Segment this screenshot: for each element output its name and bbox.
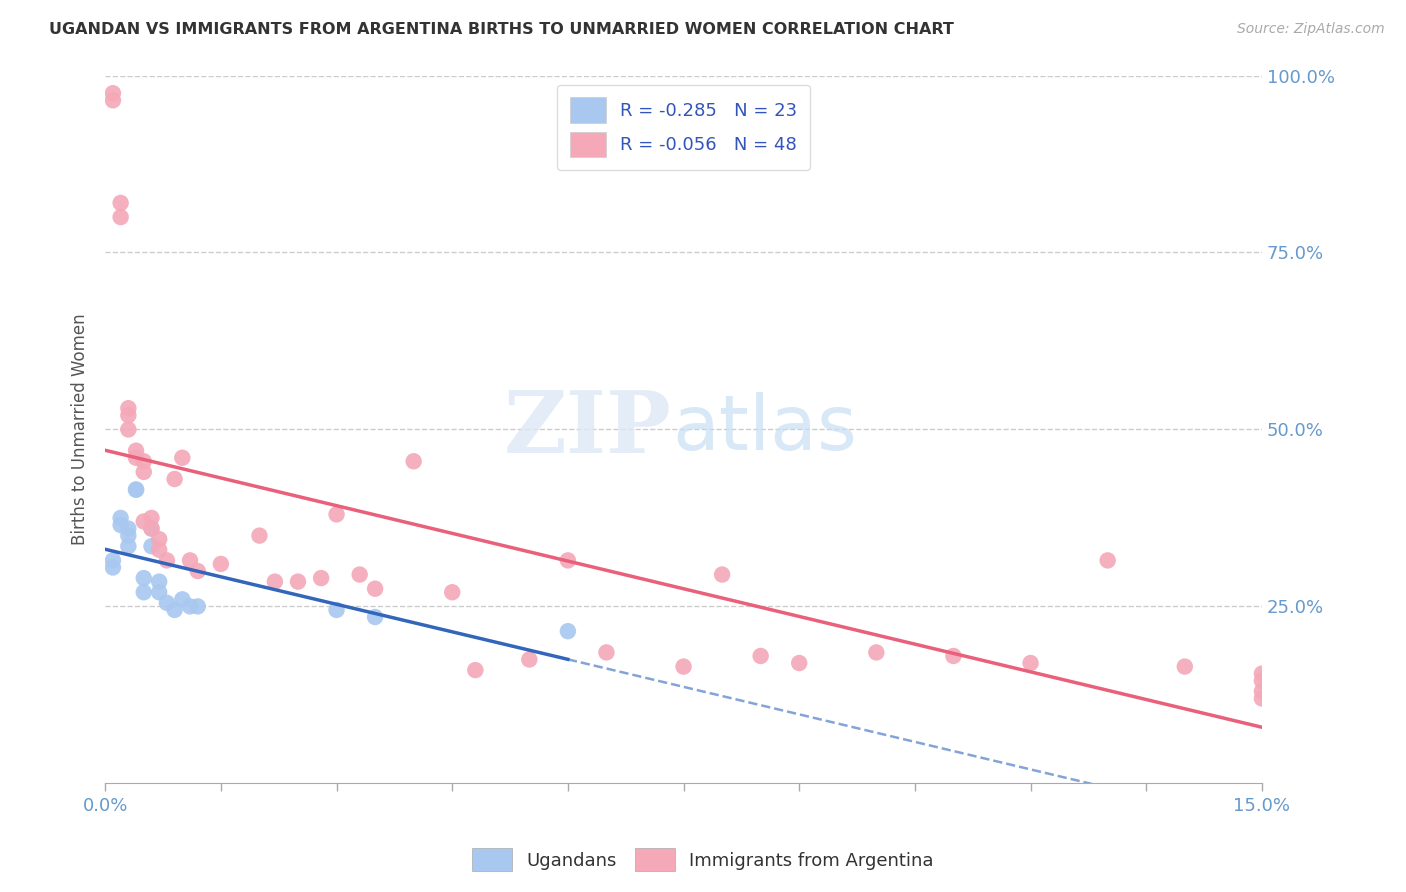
- Point: [1251, 666, 1274, 681]
- Point: [163, 603, 186, 617]
- Point: [179, 599, 201, 614]
- Point: [172, 450, 194, 465]
- Point: [117, 528, 139, 542]
- Point: [441, 585, 464, 599]
- Point: [557, 553, 579, 567]
- Point: [711, 567, 734, 582]
- Point: [110, 511, 132, 525]
- Point: [141, 522, 163, 536]
- Point: [672, 659, 695, 673]
- Point: [209, 557, 232, 571]
- Legend: Ugandans, Immigrants from Argentina: Ugandans, Immigrants from Argentina: [465, 841, 941, 879]
- Point: [595, 645, 617, 659]
- Point: [156, 553, 179, 567]
- Point: [865, 645, 887, 659]
- Point: [1251, 684, 1274, 698]
- Point: [101, 87, 124, 101]
- Point: [287, 574, 309, 589]
- Point: [517, 652, 540, 666]
- Point: [125, 483, 148, 497]
- Point: [364, 582, 387, 596]
- Point: [110, 518, 132, 533]
- Point: [1019, 656, 1042, 670]
- Point: [942, 648, 965, 663]
- Point: [117, 422, 139, 436]
- Point: [187, 599, 209, 614]
- Point: [349, 567, 371, 582]
- Point: [325, 508, 347, 522]
- Point: [132, 465, 155, 479]
- Point: [1174, 659, 1197, 673]
- Point: [1097, 553, 1119, 567]
- Point: [141, 522, 163, 536]
- Point: [179, 553, 201, 567]
- Point: [132, 454, 155, 468]
- Text: Source: ZipAtlas.com: Source: ZipAtlas.com: [1237, 22, 1385, 37]
- Point: [249, 528, 271, 542]
- Point: [464, 663, 486, 677]
- Point: [172, 592, 194, 607]
- Point: [101, 553, 124, 567]
- Point: [309, 571, 332, 585]
- Point: [364, 610, 387, 624]
- Point: [117, 522, 139, 536]
- Legend: R = -0.285   N = 23, R = -0.056   N = 48: R = -0.285 N = 23, R = -0.056 N = 48: [557, 85, 810, 170]
- Point: [1251, 691, 1274, 706]
- Point: [110, 196, 132, 211]
- Point: [1251, 673, 1274, 688]
- Point: [117, 401, 139, 416]
- Point: [125, 483, 148, 497]
- Point: [125, 450, 148, 465]
- Point: [325, 603, 347, 617]
- Point: [132, 585, 155, 599]
- Point: [141, 539, 163, 553]
- Point: [125, 443, 148, 458]
- Text: UGANDAN VS IMMIGRANTS FROM ARGENTINA BIRTHS TO UNMARRIED WOMEN CORRELATION CHART: UGANDAN VS IMMIGRANTS FROM ARGENTINA BIR…: [49, 22, 955, 37]
- Text: atlas: atlas: [672, 392, 856, 467]
- Point: [148, 585, 170, 599]
- Point: [163, 472, 186, 486]
- Point: [101, 560, 124, 574]
- Point: [117, 539, 139, 553]
- Point: [110, 210, 132, 224]
- Point: [148, 532, 170, 546]
- Point: [132, 571, 155, 585]
- Text: ZIP: ZIP: [505, 387, 672, 472]
- Point: [263, 574, 285, 589]
- Point: [402, 454, 425, 468]
- Y-axis label: Births to Unmarried Women: Births to Unmarried Women: [72, 314, 89, 545]
- Point: [117, 409, 139, 423]
- Point: [148, 542, 170, 557]
- Point: [749, 648, 772, 663]
- Point: [141, 511, 163, 525]
- Point: [101, 93, 124, 107]
- Point: [132, 515, 155, 529]
- Point: [787, 656, 810, 670]
- Point: [156, 596, 179, 610]
- Point: [148, 574, 170, 589]
- Point: [557, 624, 579, 639]
- Point: [187, 564, 209, 578]
